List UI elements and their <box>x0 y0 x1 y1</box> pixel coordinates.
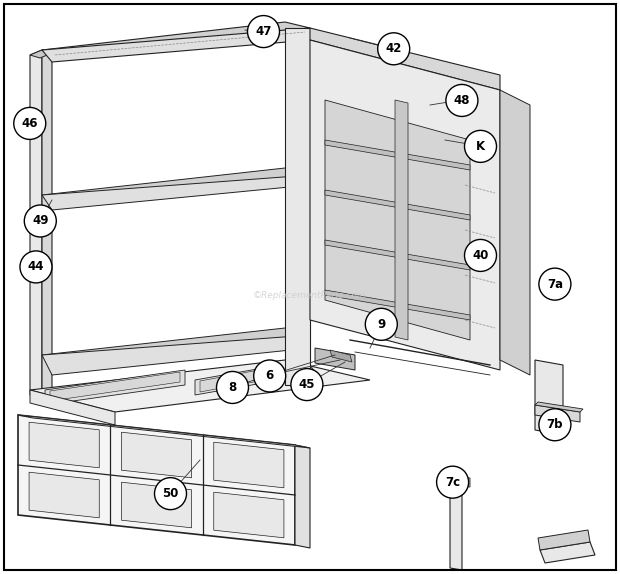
Polygon shape <box>42 22 310 53</box>
Polygon shape <box>535 405 580 422</box>
Polygon shape <box>30 50 42 395</box>
Text: 50: 50 <box>162 487 179 500</box>
Circle shape <box>539 409 571 441</box>
Circle shape <box>154 478 187 510</box>
Text: 46: 46 <box>22 117 38 130</box>
Circle shape <box>24 205 56 237</box>
Polygon shape <box>310 28 500 90</box>
Circle shape <box>464 239 497 272</box>
Text: ©ReplacementParts.com: ©ReplacementParts.com <box>253 290 367 300</box>
Polygon shape <box>535 402 583 412</box>
Polygon shape <box>500 90 530 375</box>
Polygon shape <box>450 475 462 570</box>
Text: 44: 44 <box>28 261 44 273</box>
Polygon shape <box>325 140 470 170</box>
Polygon shape <box>325 100 470 340</box>
Circle shape <box>378 33 410 65</box>
Polygon shape <box>42 335 310 375</box>
Polygon shape <box>214 442 284 488</box>
Circle shape <box>446 84 478 117</box>
Polygon shape <box>315 348 355 370</box>
Text: 40: 40 <box>472 249 489 262</box>
Circle shape <box>539 268 571 300</box>
Circle shape <box>14 107 46 139</box>
Polygon shape <box>325 290 470 320</box>
Polygon shape <box>395 100 408 340</box>
Text: 7b: 7b <box>547 418 563 431</box>
Circle shape <box>20 251 52 283</box>
Polygon shape <box>280 365 315 378</box>
Polygon shape <box>122 482 192 528</box>
Text: 7a: 7a <box>547 278 563 290</box>
Polygon shape <box>42 175 310 210</box>
Text: 49: 49 <box>32 215 48 227</box>
Text: 9: 9 <box>377 318 386 331</box>
Text: 6: 6 <box>265 370 274 382</box>
Polygon shape <box>42 168 310 202</box>
Polygon shape <box>442 475 470 487</box>
Text: K: K <box>476 140 485 153</box>
Polygon shape <box>30 390 115 425</box>
Text: 45: 45 <box>299 378 315 391</box>
Circle shape <box>247 15 280 48</box>
Circle shape <box>291 369 323 401</box>
Circle shape <box>254 360 286 392</box>
Polygon shape <box>540 542 595 563</box>
Circle shape <box>365 308 397 340</box>
Polygon shape <box>42 50 52 395</box>
Polygon shape <box>29 422 99 468</box>
Polygon shape <box>30 360 370 412</box>
Text: 47: 47 <box>255 25 272 38</box>
Circle shape <box>216 371 249 404</box>
Polygon shape <box>50 372 180 401</box>
Polygon shape <box>330 350 352 362</box>
Polygon shape <box>18 415 310 448</box>
Polygon shape <box>535 360 563 435</box>
Circle shape <box>464 130 497 162</box>
Polygon shape <box>325 240 470 270</box>
Circle shape <box>436 466 469 498</box>
Text: 7c: 7c <box>445 476 460 488</box>
Polygon shape <box>295 445 310 548</box>
Polygon shape <box>538 530 590 550</box>
Text: 48: 48 <box>454 94 470 107</box>
Polygon shape <box>29 472 99 518</box>
Polygon shape <box>45 370 185 405</box>
Polygon shape <box>195 365 280 395</box>
Polygon shape <box>30 50 52 58</box>
Polygon shape <box>122 432 192 478</box>
Polygon shape <box>42 28 310 62</box>
Polygon shape <box>214 492 284 538</box>
Polygon shape <box>18 415 295 545</box>
Polygon shape <box>325 190 470 220</box>
Text: 8: 8 <box>228 381 237 394</box>
Polygon shape <box>42 328 310 362</box>
Polygon shape <box>310 40 500 370</box>
Text: 42: 42 <box>386 42 402 55</box>
Polygon shape <box>200 367 275 392</box>
Polygon shape <box>285 28 310 385</box>
